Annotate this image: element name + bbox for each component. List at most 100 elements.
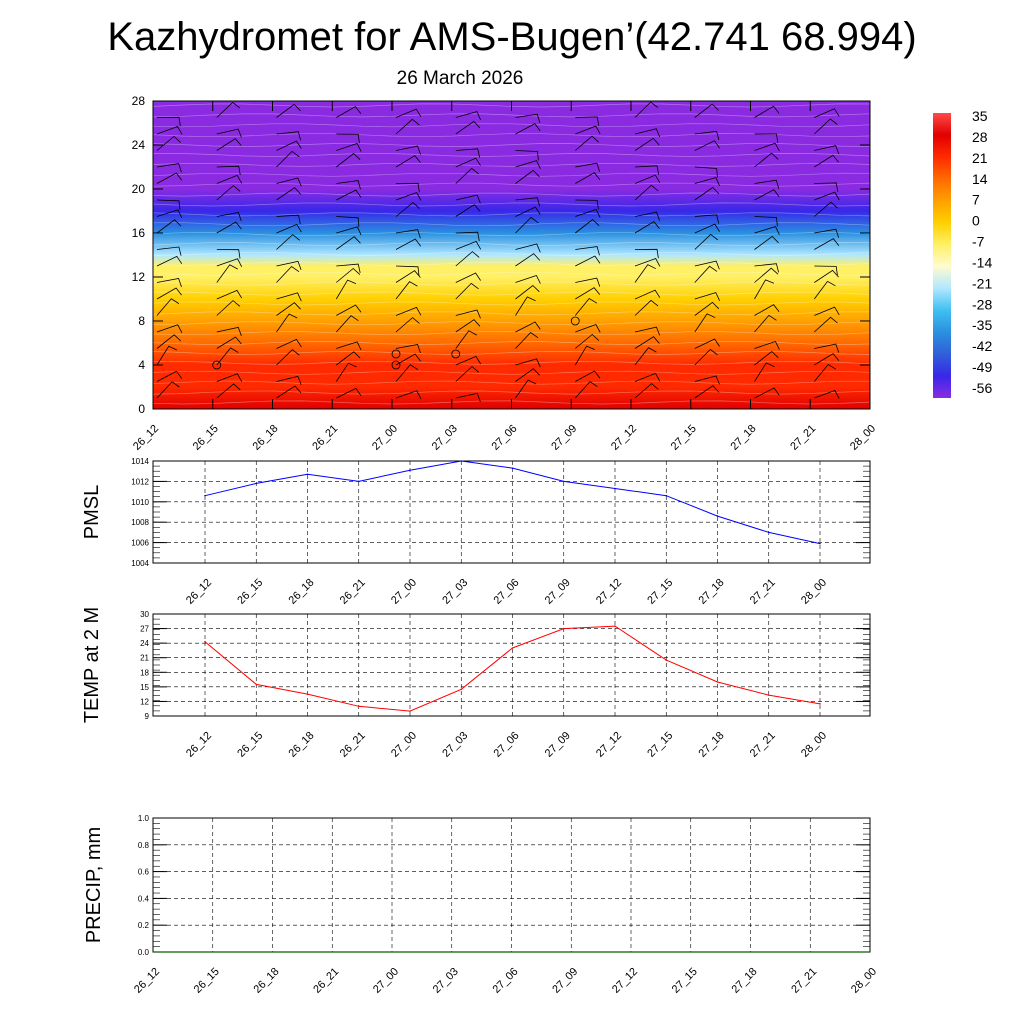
wind-barb	[156, 209, 183, 219]
wind-barb	[814, 191, 840, 201]
wind-barb	[515, 358, 541, 368]
data-point	[306, 473, 309, 476]
wind-barb	[216, 185, 241, 201]
wind-barb	[455, 309, 481, 319]
wind-barb	[395, 265, 420, 276]
wind-barb	[754, 133, 779, 143]
wind-barb	[814, 306, 840, 316]
x-tick-label: 26_18	[251, 423, 281, 453]
wind-barb	[634, 101, 659, 118]
wind-barb	[575, 277, 601, 287]
data-point	[767, 531, 770, 534]
wind-barb	[156, 219, 182, 234]
temperature-field	[153, 101, 870, 409]
x-tick-label: 27_12	[594, 577, 624, 607]
wind-barb	[515, 216, 539, 234]
y-tick-label: 1004	[131, 559, 149, 568]
wind-barb	[455, 204, 481, 217]
y-tick-label: 28	[132, 94, 146, 108]
wind-barb	[575, 125, 601, 135]
x-tick-label: 27_12	[610, 966, 640, 996]
y-tick-label: 0	[138, 402, 145, 416]
wind-barb	[336, 267, 361, 283]
wind-barb	[694, 385, 720, 399]
x-tick-label: 27_00	[389, 577, 419, 607]
wind-barb	[395, 353, 421, 366]
x-tick-label: 26_18	[287, 730, 317, 760]
wind-barb	[156, 298, 180, 316]
wind-barb	[336, 133, 360, 144]
x-tick-label: 27_18	[697, 730, 727, 760]
wind-barb	[515, 253, 541, 267]
wind-barb	[156, 324, 183, 333]
wind-barb	[575, 162, 601, 172]
wind-barb	[515, 123, 541, 135]
wind-barb	[336, 152, 361, 168]
wind-barb	[216, 326, 242, 337]
wind-barb	[634, 128, 661, 138]
wind-barb	[634, 347, 657, 366]
x-tick-label: 27_18	[730, 966, 760, 996]
wind-barb	[455, 330, 477, 349]
wind-barb	[575, 172, 601, 184]
x-tick-label: 28_00	[799, 577, 829, 607]
wind-barb	[634, 221, 660, 234]
wind-barb	[694, 233, 719, 250]
y-tick-label: 0.2	[138, 921, 150, 930]
wind-barb	[156, 278, 182, 288]
wind-barb	[694, 166, 718, 178]
wind-barb	[634, 372, 661, 382]
colorbar-label: -56	[972, 380, 992, 396]
y-tick-label: 0.4	[138, 894, 150, 903]
x-tick-label: 26_15	[191, 423, 221, 453]
wind-barb	[874, 251, 897, 266]
wind-barb	[575, 370, 601, 382]
y-tick-label: 0.6	[138, 868, 150, 877]
wind-barb	[395, 192, 422, 201]
wind-barb	[276, 338, 302, 349]
wind-barb	[276, 150, 300, 168]
wind-barb	[814, 118, 838, 135]
x-tick-label: 27_09	[549, 423, 579, 453]
y-tick-label: 27	[140, 625, 149, 634]
wind-barb	[634, 299, 659, 316]
y-tick-label: 24	[140, 639, 149, 648]
wind-barb	[455, 111, 481, 121]
wind-barb	[276, 385, 302, 399]
wind-barb	[515, 206, 541, 217]
wind-barb	[336, 315, 359, 333]
wind-barb	[156, 246, 182, 256]
wind-barb	[156, 199, 181, 210]
wind-barb	[395, 390, 422, 399]
data-point	[562, 627, 565, 630]
wind-barb	[813, 280, 836, 300]
x-tick-label: 27_06	[490, 423, 520, 453]
wind-barb	[874, 158, 899, 167]
wind-barb	[814, 238, 840, 250]
x-tick-label: 26_15	[235, 577, 265, 607]
wind-barb	[754, 263, 779, 273]
wind-barb	[156, 126, 183, 135]
colorbar-ramp	[933, 113, 951, 398]
x-tick-label: 26_21	[338, 577, 368, 607]
x-tick-label: 26_21	[338, 730, 368, 760]
calm-wind-marker	[212, 360, 222, 370]
wind-barb	[814, 108, 840, 118]
wind-barb	[216, 383, 241, 399]
wind-barb	[575, 209, 601, 218]
wind-barb	[874, 168, 897, 183]
wind-barb	[395, 317, 420, 333]
wind-barb	[455, 355, 482, 366]
wind-barb	[395, 281, 418, 300]
wind-barb	[575, 135, 599, 151]
x-tick-label: 26_12	[132, 966, 162, 996]
wind-barb	[874, 195, 899, 203]
temperature-profile-panel: 0 4 8 12 16 20 24 28 26_12 26_15 26_18 26_21 27_00 27…	[131, 94, 899, 453]
data-point	[204, 494, 206, 497]
wind-barb	[634, 165, 660, 175]
wind-barb	[694, 130, 720, 141]
wind-barb	[156, 255, 183, 267]
wind-barb	[575, 116, 600, 126]
pmsl-panel: 1004 1006 1008 1010 1012 1014 26_12 26_15 26_18 2…	[81, 457, 871, 607]
